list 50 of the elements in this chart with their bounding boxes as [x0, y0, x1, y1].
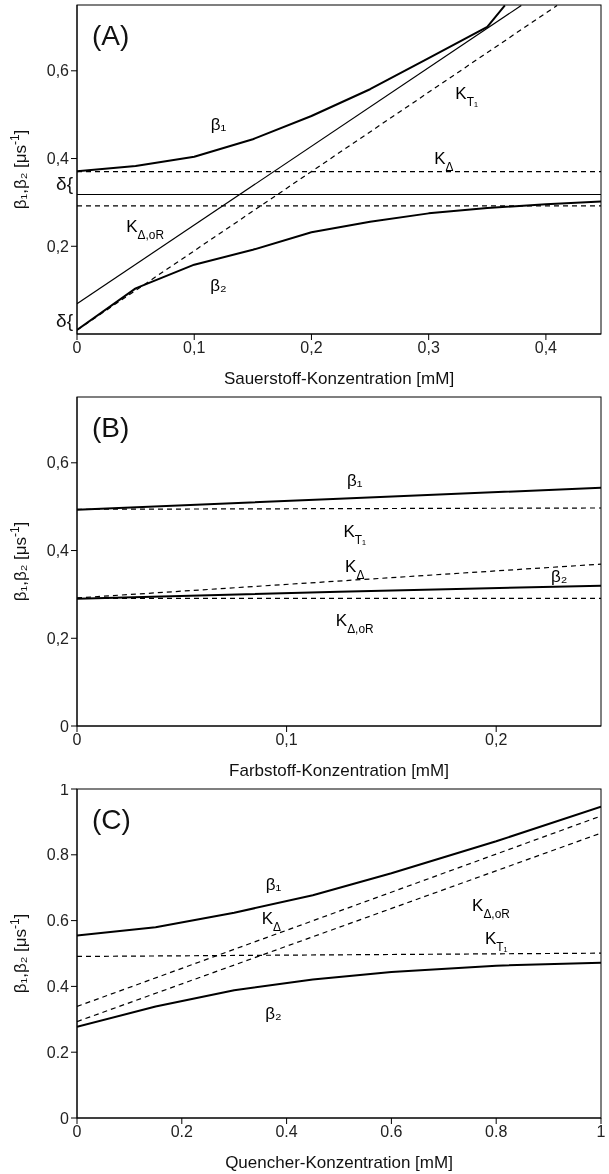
- series-label: K$_{T₁}$: [455, 84, 478, 110]
- series-label: β₁: [210, 114, 227, 134]
- series-label: K$_{T₁}$: [484, 928, 508, 954]
- text: δ{: [56, 172, 74, 194]
- x-tick-label: 0.8: [485, 1123, 508, 1141]
- x-tick-label: 0,2: [485, 731, 508, 749]
- x-tick-label: 0.4: [275, 1123, 298, 1141]
- y-tick-label: 0,2: [46, 629, 70, 647]
- y-tick-label: 0.2: [46, 1043, 70, 1061]
- series-label: K$_{T₁}$: [343, 521, 367, 547]
- x-axis-title: Quencher-Konzentration [mM]: [225, 1153, 453, 1172]
- y-tick-label: 0.4: [46, 978, 70, 996]
- x-tick-label: 0,3: [417, 339, 440, 357]
- series-label: β₂: [550, 566, 568, 586]
- y-tick-label: 0,2: [46, 237, 70, 255]
- x-axis-title: Sauerstoff-Konzentration [mM]: [223, 369, 455, 388]
- x-tick-label: 0: [72, 731, 82, 749]
- x-tick-label: 0: [72, 339, 82, 357]
- x-tick-label: 0,1: [275, 731, 298, 749]
- x-tick-label: 0: [72, 1123, 82, 1141]
- series-label: K$_{Δ}$: [261, 909, 282, 935]
- text: (C): [92, 804, 131, 836]
- series-label: K$_{Δ}$: [345, 557, 365, 583]
- y-tick-label: 0,4: [46, 542, 70, 560]
- text: (B): [92, 412, 130, 444]
- y-tick-label: 0: [60, 1109, 70, 1127]
- y-tick-label: 0.6: [46, 912, 70, 930]
- x-tick-label: 0.6: [380, 1123, 403, 1141]
- series-label: K$_{Δ,oR}$: [335, 611, 375, 637]
- y-tick-label: 0: [60, 717, 70, 735]
- x-axis-title: Farbstoff-Konzentration [mM]: [229, 761, 449, 780]
- y-tick-label: 0,6: [46, 62, 70, 80]
- x-tick-label: 0.2: [170, 1123, 194, 1141]
- y-tick-label: 0,4: [46, 150, 70, 168]
- x-tick-label: 0,2: [300, 339, 323, 357]
- series-label: β₂: [210, 275, 227, 295]
- x-tick-label: 0,1: [183, 339, 206, 357]
- series-label: K$_{Δ,oR}$: [126, 216, 165, 242]
- x-tick-label: 0,4: [534, 339, 558, 357]
- text: (A): [92, 20, 130, 52]
- series-label: β₁: [265, 874, 282, 894]
- series-label: β₁: [346, 471, 363, 491]
- series-label: K$_{Δ,oR}$: [472, 895, 511, 921]
- y-tick-label: 1: [60, 780, 70, 798]
- series-label: β₂: [265, 1003, 282, 1023]
- y-tick-label: 0,6: [46, 454, 70, 472]
- series-label: K$_{Δ}$: [434, 148, 454, 174]
- x-tick-label: 1: [596, 1123, 606, 1141]
- text: δ{: [56, 309, 74, 331]
- y-tick-label: 0.8: [46, 846, 70, 864]
